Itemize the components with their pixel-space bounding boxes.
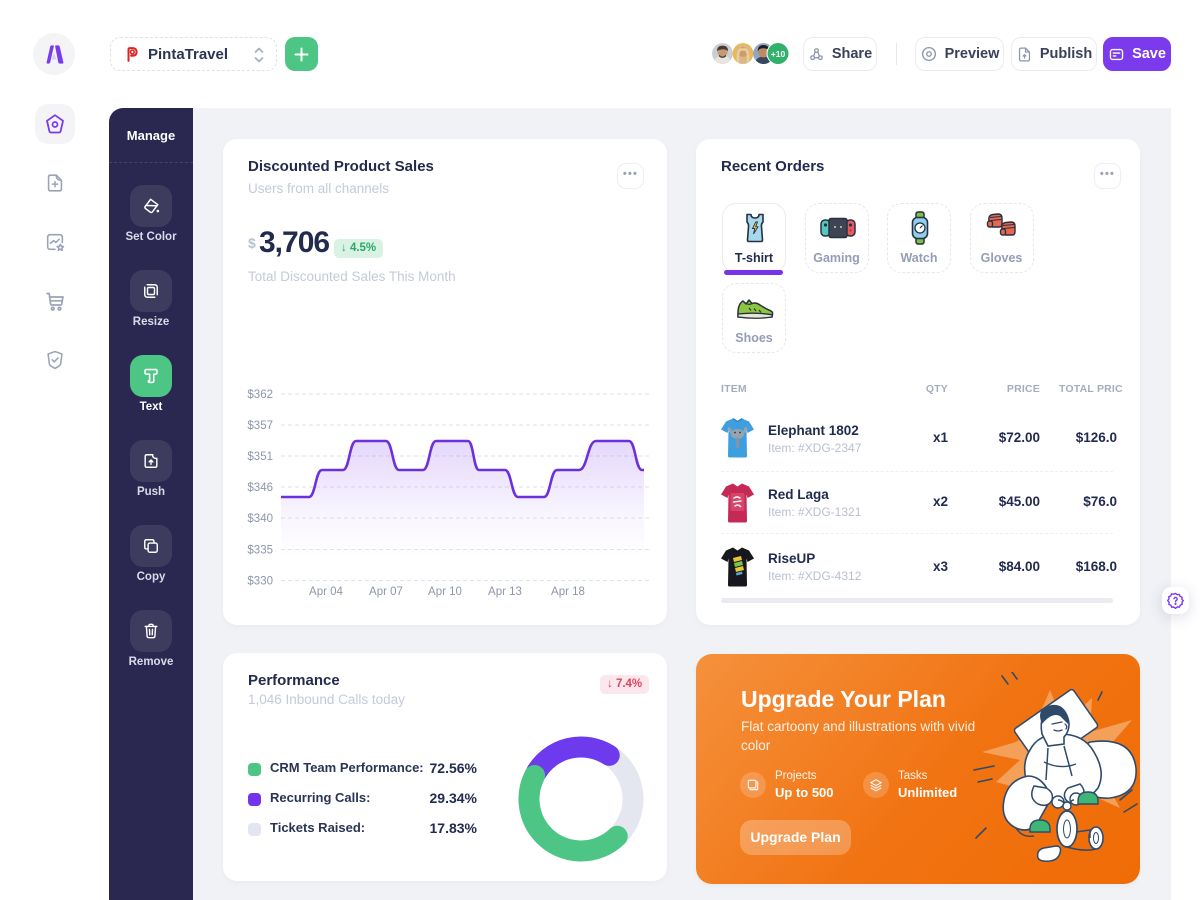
- svg-text:$346: $346: [247, 482, 273, 494]
- svg-text:$340: $340: [247, 513, 273, 525]
- svg-text:Apr 04: Apr 04: [309, 586, 343, 598]
- svg-text:Apr 18: Apr 18: [551, 586, 585, 598]
- svg-text:Apr 13: Apr 13: [488, 586, 522, 598]
- svg-text:$351: $351: [247, 451, 273, 463]
- svg-text:+10: +10: [771, 49, 786, 59]
- svg-text:Apr 07: Apr 07: [369, 586, 403, 598]
- svg-text:$362: $362: [247, 389, 273, 401]
- svg-text:Apr 10: Apr 10: [428, 586, 462, 598]
- svg-text:$330: $330: [247, 576, 273, 588]
- svg-text:$357: $357: [247, 420, 273, 432]
- svg-text:$335: $335: [247, 545, 273, 557]
